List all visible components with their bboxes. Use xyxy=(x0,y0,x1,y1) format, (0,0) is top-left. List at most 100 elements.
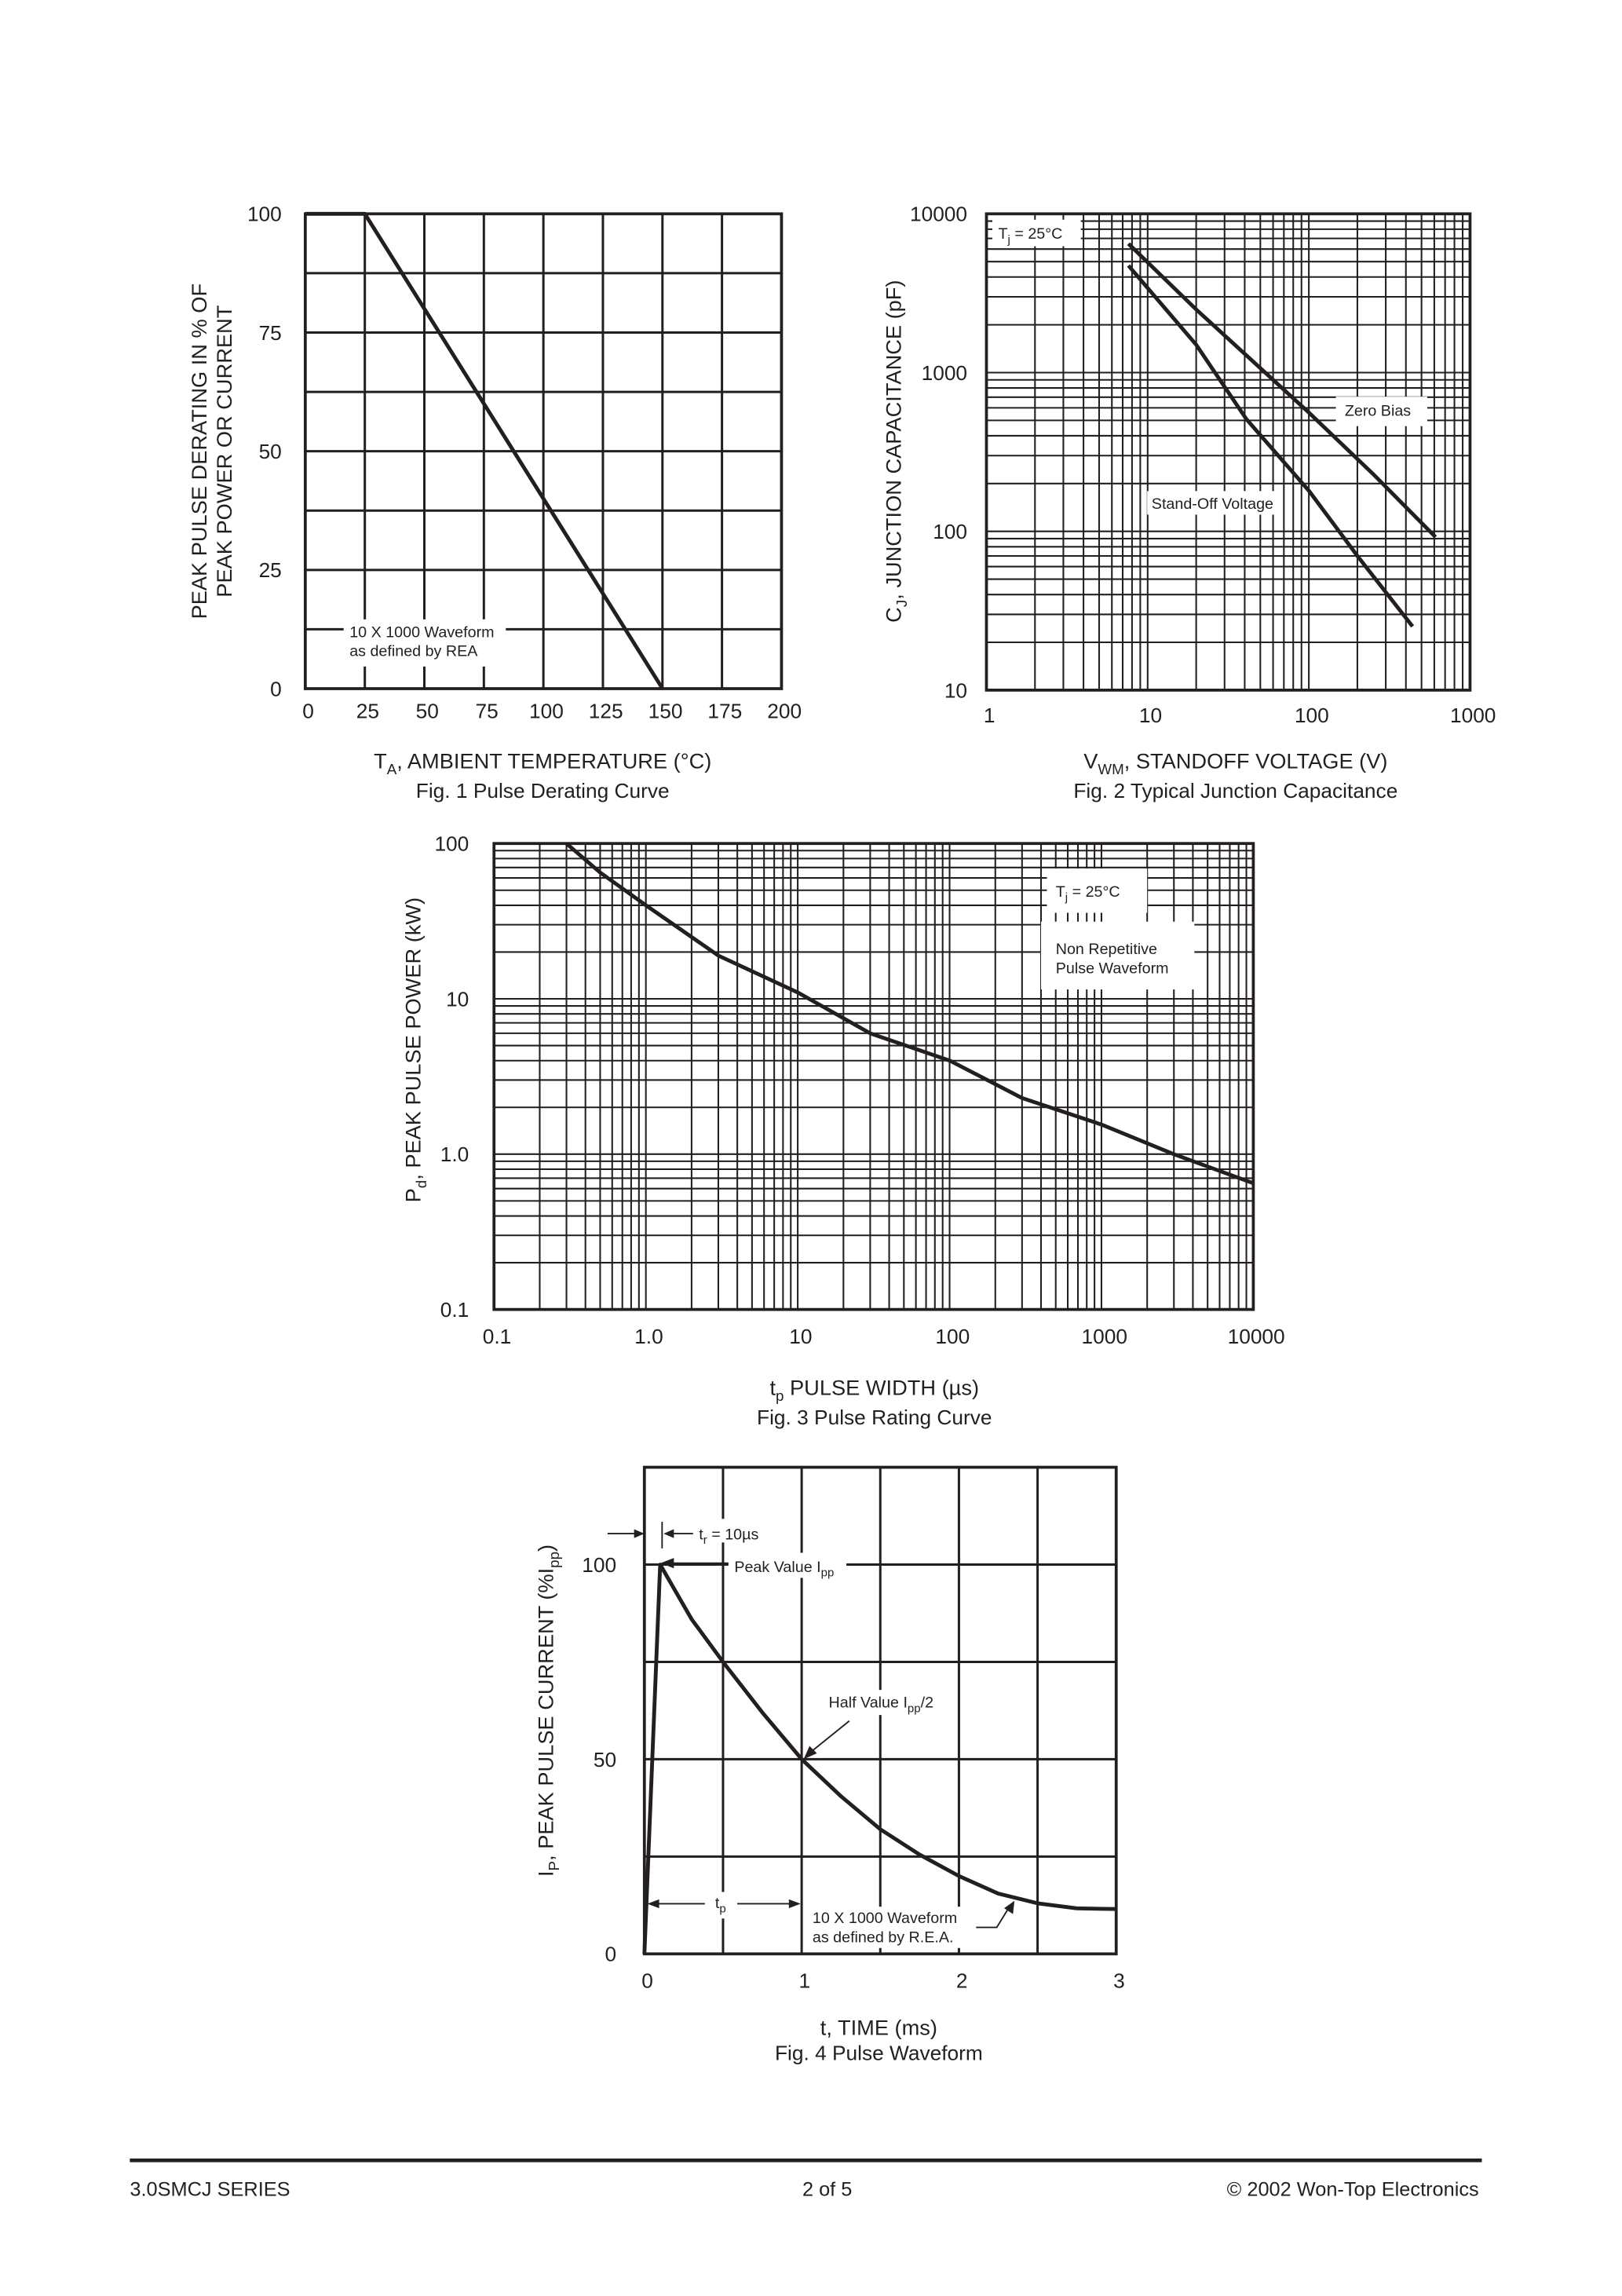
fig4-rise-rest: = 10µs xyxy=(707,1526,759,1544)
fig2-series-line-0 xyxy=(1127,242,1438,539)
fig4-x-tick-label: 0 xyxy=(641,1969,653,1993)
fig2-standoff-bg xyxy=(1147,491,1283,515)
fig2-zero-bias-bg xyxy=(1335,397,1427,426)
fig4-peak-sub: pp xyxy=(821,1567,835,1580)
fig4-y-tick-label: 50 xyxy=(594,1748,616,1771)
fig3-condition-main: T xyxy=(1056,883,1065,901)
fig1-x-tick-label: 125 xyxy=(589,700,623,723)
fig3-ylabel: Pd, PEAK PULSE POWER (kW) xyxy=(400,898,429,1203)
fig3-y-tick-label: 0.1 xyxy=(440,1298,469,1322)
fig3-grid xyxy=(492,842,1255,1311)
fig3-condition: Tj = 25°C xyxy=(1056,883,1120,905)
fig1-ylabel-line2: PEAK POWER OR CURRENT xyxy=(212,305,236,598)
fig4-arrowhead-icon xyxy=(788,1899,801,1909)
fig3-ylabel-sub: d xyxy=(413,1180,429,1188)
fig2-condition-rest: = 25°C xyxy=(1010,225,1062,243)
fig4-waveform-line2: as defined by R.E.A. xyxy=(813,1929,954,1946)
fig4-arrowhead-icon xyxy=(634,1529,645,1538)
fig4-series-line-0 xyxy=(642,1563,1116,1954)
fig4-half-sub: pp xyxy=(908,1702,921,1715)
fig4-x-tick-label: 3 xyxy=(1113,1969,1125,1993)
fig2-grid xyxy=(985,212,1472,692)
fig2-caption: Fig. 2 Typical Junction Capacitance xyxy=(1073,779,1397,803)
fig3-y-tick-label: 1.0 xyxy=(440,1143,469,1166)
fig1-y-tick-label: 50 xyxy=(259,440,282,463)
fig4-tp-label: tp xyxy=(715,1895,726,1916)
fig4-arrowhead-icon xyxy=(663,1529,674,1538)
fig1-y-tick-label: 25 xyxy=(259,558,282,582)
fig2-condition-main: T xyxy=(999,225,1008,243)
fig4-arrowhead-icon xyxy=(660,1558,674,1569)
fig3-x-tick-label: 1.0 xyxy=(634,1325,663,1348)
fig2-xlabel: VWM, STANDOFF VOLTAGE (V) xyxy=(1083,748,1387,777)
footer-series: 3.0SMCJ SERIES xyxy=(130,2178,290,2200)
fig2-condition-sub: j xyxy=(1007,233,1010,247)
fig2-x-tick-label: 1000 xyxy=(1450,704,1496,727)
fig2-xlabel-main: V xyxy=(1083,748,1098,773)
fig2-xlabel-rest: , STANDOFF VOLTAGE (V) xyxy=(1124,748,1388,773)
fig1-xlabel: TA, AMBIENT TEMPERATURE (°C) xyxy=(374,748,711,777)
fig4-arrowhead-icon xyxy=(1004,1900,1015,1914)
fig1-x-tick-label: 100 xyxy=(529,700,564,723)
fig1-caption: Fig. 1 Pulse Derating Curve xyxy=(416,779,670,803)
fig1-y-tick-label: 100 xyxy=(247,203,282,226)
fig4-half-bg xyxy=(823,1690,953,1716)
fig3-x-tick-label: 100 xyxy=(935,1325,970,1348)
fig2-condition: Tj = 25°C xyxy=(999,225,1063,247)
fig2-ylabel: CJ, JUNCTION CAPACITANCE (pF) xyxy=(882,280,911,622)
fig3-x-tick-label: 10000 xyxy=(1228,1325,1285,1348)
fig1-annotation-line2: as defined by REA xyxy=(349,643,478,660)
fig2-series-line-1 xyxy=(1127,264,1415,628)
fig3-caption: Fig. 3 Pulse Rating Curve xyxy=(757,1406,992,1429)
fig2-standoff-label: Stand-Off Voltage xyxy=(1152,495,1273,513)
fig3-annotation-line1: Non Repetitive xyxy=(1056,941,1157,958)
fig4-rise-main: t xyxy=(699,1526,703,1544)
fig2-condition-bg xyxy=(992,219,1081,247)
fig2-x-tick-label: 1 xyxy=(984,704,995,727)
fig1-series-line-0 xyxy=(305,211,664,690)
fig4-half-main: Half Value I xyxy=(829,1695,908,1712)
fig4-x-tick-label: 2 xyxy=(956,1969,968,1993)
fig4-caption: Fig. 4 Pulse Waveform xyxy=(775,2042,983,2065)
fig2-y-tick-label: 10 xyxy=(944,678,967,702)
fig1-xlabel-sub: A xyxy=(387,761,397,777)
fig1-annotation-bg xyxy=(343,619,506,667)
fig1-x-tick-label: 25 xyxy=(356,700,379,723)
fig3-xlabel-main: t xyxy=(769,1376,776,1400)
plot-frame xyxy=(642,1465,1118,1956)
fig4-y-tick-label: 0 xyxy=(605,1943,616,1966)
fig2-x-tick-label: 10 xyxy=(1139,704,1162,727)
fig4-peak-label: Peak Value Ipp xyxy=(734,1559,834,1580)
fig4-pulse-waveform-chart: tr = 10µs Peak Value Ipp Half Value Ipp/… xyxy=(533,1465,1125,2065)
fig4-ylabel: IP, PEAK PULSE CURRENT (%Ipp) xyxy=(533,1545,562,1877)
fig1-ylabel-line1: PEAK PULSE DERATING IN % OF xyxy=(187,283,211,620)
fig3-ylabel-main: P xyxy=(400,1188,425,1202)
plot-frame xyxy=(492,842,1255,1311)
fig2-ylabel-main: C xyxy=(882,607,906,623)
fig1-x-tick-label: 0 xyxy=(302,700,314,723)
fig4-arrowhead-icon xyxy=(647,1899,659,1909)
fig3-x-tick-label: 0.1 xyxy=(483,1325,512,1348)
fig4-rise-sub: r xyxy=(703,1534,707,1547)
fig3-condition-rest: = 25°C xyxy=(1068,883,1120,901)
fig4-ylabel-rest2: ) xyxy=(533,1545,557,1552)
footer-copyright: © 2002 Won-Top Electronics xyxy=(1227,2178,1479,2200)
fig3-condition-bg xyxy=(1047,868,1148,913)
fig4-half-rest: /2 xyxy=(921,1695,933,1712)
fig3-ylabel-rest: , PEAK PULSE POWER (kW) xyxy=(400,898,425,1180)
fig1-pulse-derating-chart: 10 X 1000 Waveform as defined by REA 0 25… xyxy=(187,203,802,803)
fig3-annotation-line2: Pulse Waveform xyxy=(1056,960,1169,977)
fig3-y-tick-label: 100 xyxy=(434,832,469,856)
fig1-xlabel-rest: , AMBIENT TEMPERATURE (°C) xyxy=(396,748,711,773)
fig4-y-tick-label: 100 xyxy=(582,1553,616,1577)
fig3-y-tick-label: 10 xyxy=(446,987,469,1011)
fig1-x-tick-label: 200 xyxy=(767,700,802,723)
fig4-waveform-line1: 10 X 1000 Waveform xyxy=(813,1910,957,1927)
fig4-waveform-bg xyxy=(808,1907,974,1948)
fig4-tp-bg xyxy=(704,1892,738,1919)
fig1-annotation-line1: 10 X 1000 Waveform xyxy=(349,623,494,641)
fig4-waveform-arrow xyxy=(976,1907,1010,1929)
